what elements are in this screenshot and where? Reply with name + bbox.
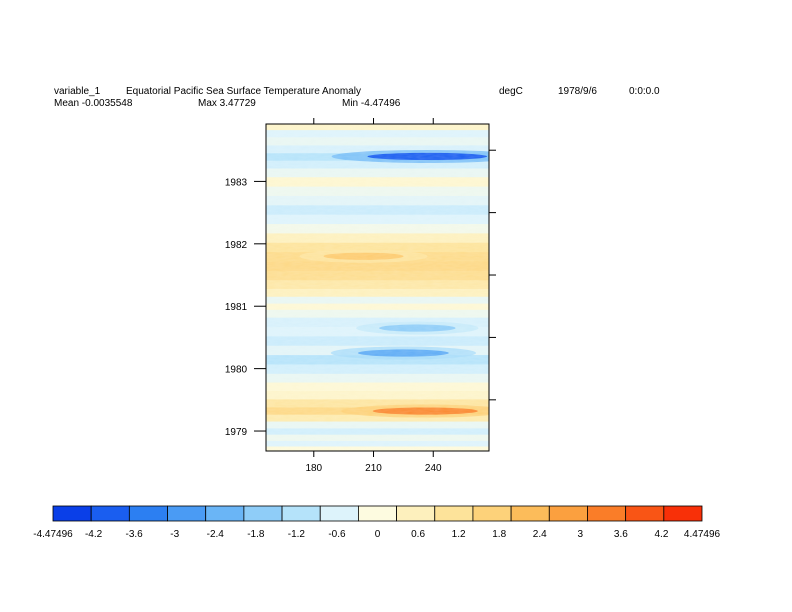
colorbar-label: -3: [170, 529, 179, 540]
y-tick-label: 1981: [225, 302, 248, 313]
time-label: 0:0:0.0: [629, 86, 660, 97]
x-axis: 180 210 240: [305, 118, 442, 474]
colorbar-swatch: [90, 505, 130, 522]
colorbar-swatch: [663, 505, 703, 522]
colorbar-label: 4.2: [654, 529, 668, 540]
colorbar-swatch: [587, 505, 627, 522]
colorbar-label: -4.2: [85, 529, 103, 540]
colorbar-label: -1.2: [288, 529, 306, 540]
min-label: Min -4.47496: [342, 98, 401, 109]
x-tick-label: 210: [365, 463, 382, 474]
colorbar-label: -1.8: [247, 529, 265, 540]
x-tick-label: 240: [425, 463, 442, 474]
y-axis: 1979 1980 1981 1982 1983: [225, 149, 496, 438]
colorbar-swatch: [243, 505, 283, 522]
colorbar-label: -3.6: [126, 529, 144, 540]
colorbar-swatch: [434, 505, 474, 522]
max-label: Max 3.47729: [198, 98, 256, 109]
units-label: degC: [499, 86, 523, 97]
plot-frame: [265, 123, 490, 452]
colorbar-label: 4.47496: [684, 529, 721, 540]
variable-name: variable_1: [54, 86, 101, 97]
colorbar-swatch: [396, 505, 436, 522]
colorbar-swatch: [52, 505, 92, 522]
colorbar-swatch: [205, 505, 245, 522]
colorbar-swatch: [548, 505, 588, 522]
colorbar-label: 1.8: [492, 529, 506, 540]
colorbar-swatch: [472, 505, 512, 522]
colorbar-label: -4.47496: [33, 529, 73, 540]
colorbar-swatch: [625, 505, 665, 522]
colorbar-label: 3: [578, 529, 584, 540]
y-tick-label: 1980: [225, 365, 248, 376]
texture-overlay: [266, 124, 489, 451]
mean-label: Mean -0.0035548: [54, 98, 133, 109]
colorbar-swatch: [358, 505, 397, 522]
colorbar-swatch: [167, 505, 207, 522]
colorbar-label: 0.6: [411, 529, 425, 540]
colorbar-swatch: [128, 505, 168, 522]
colorbar-label: 0: [375, 529, 381, 540]
x-tick-label: 180: [305, 463, 322, 474]
colorbar: -4.47496 -4.2 -3.6 -3 -2.4 -1.8 -1.2 -0.6 0 0.6 1.…: [33, 505, 721, 540]
colorbar-label: 2.4: [533, 529, 547, 540]
colorbar-swatch: [510, 505, 550, 522]
colorbar-label: -0.6: [328, 529, 346, 540]
y-tick-label: 1983: [225, 177, 248, 188]
colorbar-label: -2.4: [207, 529, 225, 540]
colorbar-label: 3.6: [614, 529, 628, 540]
y-tick-label: 1982: [225, 240, 248, 251]
colorbar-swatch: [319, 505, 359, 522]
chart-title: Equatorial Pacific Sea Surface Temperatu…: [126, 86, 361, 97]
colorbar-label: 1.2: [452, 529, 466, 540]
y-tick-label: 1979: [225, 427, 248, 438]
colorbar-swatch: [281, 505, 321, 522]
date-label: 1978/9/6: [558, 86, 597, 97]
